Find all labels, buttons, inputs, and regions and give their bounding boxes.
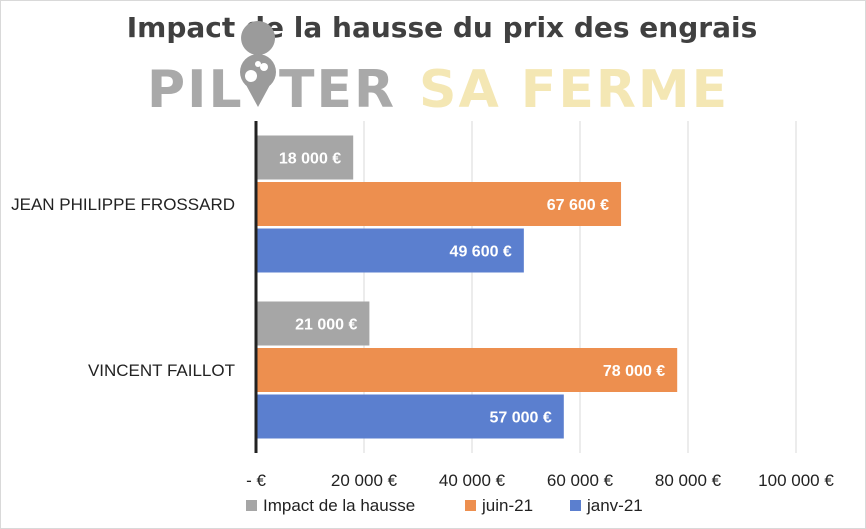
- x-tick-label: 80 000 €: [655, 471, 722, 490]
- bar: [256, 182, 622, 226]
- bar: [256, 135, 354, 180]
- watermark-part1: PIL: [147, 60, 244, 120]
- legend-swatch: [246, 500, 257, 511]
- legend-swatch: [465, 500, 476, 511]
- category-labels: JEAN PHILIPPE FROSSARD VINCENT FAILLOT: [11, 195, 235, 380]
- bar: [256, 228, 524, 273]
- bar: [256, 301, 370, 346]
- bar: [256, 394, 564, 439]
- legend-label: Impact de la hausse: [263, 496, 415, 515]
- data-label: 49 600 €: [450, 244, 512, 261]
- data-label: 57 000 €: [490, 410, 552, 427]
- data-label: 21 000 €: [295, 317, 357, 334]
- tractor-pin-icon: [240, 21, 276, 107]
- data-label: 78 000 €: [603, 363, 665, 380]
- watermark-part2: TER: [279, 60, 396, 120]
- bars: [256, 135, 678, 439]
- x-tick-label: 100 000 €: [758, 471, 834, 490]
- legend-label: janv-21: [586, 496, 643, 515]
- watermark: PIL TER SA FERME: [147, 21, 729, 120]
- data-label: 67 600 €: [547, 197, 609, 214]
- chart-title: Impact de la hausse du prix des engrais: [127, 11, 757, 44]
- legend: Impact de la hausse juin-21 janv-21: [246, 496, 643, 515]
- data-labels: 18 000 € 67 600 € 49 600 € 21 000 € 78 000 €…: [279, 151, 665, 427]
- x-tick-label: - €: [246, 471, 266, 490]
- legend-swatch: [570, 500, 581, 511]
- watermark-part3: SA FERME: [419, 60, 729, 120]
- data-label: 18 000 €: [279, 151, 341, 168]
- legend-label: juin-21: [481, 496, 533, 515]
- x-axis-tick-labels: - € 20 000 € 40 000 € 60 000 € 80 000 € 100 0…: [246, 471, 834, 490]
- x-tick-label: 40 000 €: [439, 471, 506, 490]
- category-label: VINCENT FAILLOT: [88, 361, 235, 380]
- x-tick-label: 20 000 €: [331, 471, 398, 490]
- bar: [256, 348, 678, 392]
- x-tick-label: 60 000 €: [547, 471, 614, 490]
- category-label: JEAN PHILIPPE FROSSARD: [11, 195, 235, 214]
